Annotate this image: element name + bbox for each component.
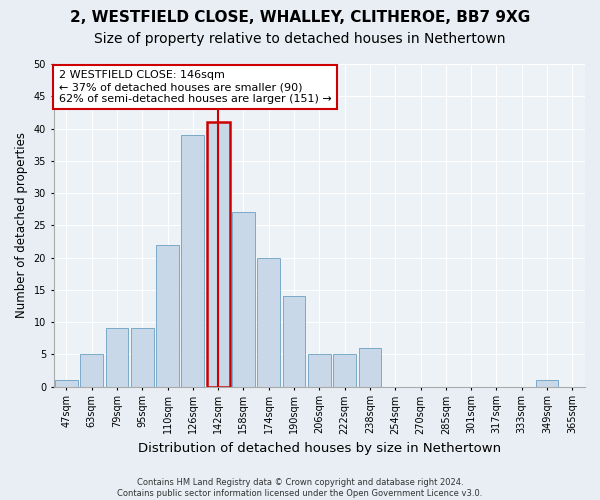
Y-axis label: Number of detached properties: Number of detached properties [15,132,28,318]
Text: Size of property relative to detached houses in Nethertown: Size of property relative to detached ho… [94,32,506,46]
Bar [308,354,331,386]
Bar [333,354,356,386]
Text: 2 WESTFIELD CLOSE: 146sqm
← 37% of detached houses are smaller (90)
62% of semi-: 2 WESTFIELD CLOSE: 146sqm ← 37% of detac… [59,70,332,104]
Bar [232,212,255,386]
Bar [283,296,305,386]
Bar [156,244,179,386]
Bar [106,328,128,386]
Bar [55,380,78,386]
Bar [359,348,382,387]
X-axis label: Distribution of detached houses by size in Nethertown: Distribution of detached houses by size … [138,442,501,455]
Bar [181,135,204,386]
Text: 2, WESTFIELD CLOSE, WHALLEY, CLITHEROE, BB7 9XG: 2, WESTFIELD CLOSE, WHALLEY, CLITHEROE, … [70,10,530,25]
Bar [207,122,230,386]
Text: Contains HM Land Registry data © Crown copyright and database right 2024.
Contai: Contains HM Land Registry data © Crown c… [118,478,482,498]
Bar [80,354,103,386]
Bar [257,258,280,386]
Bar [131,328,154,386]
Bar [536,380,559,386]
